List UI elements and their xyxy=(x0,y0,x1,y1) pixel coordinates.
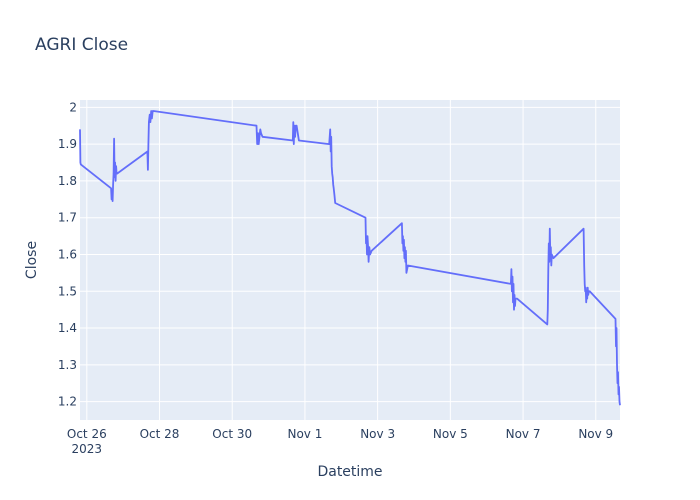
y-tick-label: 1.6 xyxy=(58,247,77,261)
y-tick-label: 1.8 xyxy=(58,174,77,188)
y-tick-label: 1.7 xyxy=(58,211,77,225)
y-tick-label: 1.9 xyxy=(58,137,77,151)
y-tick-label: 1.2 xyxy=(58,395,77,409)
x-axis-title: Datetime xyxy=(317,464,382,480)
y-axis-title: Close xyxy=(24,241,40,279)
y-tick-label: 2 xyxy=(69,100,77,114)
series-line xyxy=(79,110,621,406)
x-tick-label: Nov 9 xyxy=(578,427,613,441)
x-tick-label: Oct 26 xyxy=(67,427,107,441)
x-tick-label: Nov 7 xyxy=(506,427,541,441)
x-tick-label: Nov 1 xyxy=(287,427,322,441)
y-axis-ticks: 1.2 1.3 1.4 1.5 1.6 1.7 1.8 1.9 2 xyxy=(58,100,77,408)
y-tick-label: 1.5 xyxy=(58,284,77,298)
y-tick-label: 1.3 xyxy=(58,358,77,372)
grid-lines xyxy=(80,100,620,420)
x-tick-label: Nov 3 xyxy=(360,427,395,441)
x-tick-label: Nov 5 xyxy=(433,427,468,441)
x-tick-label: Oct 28 xyxy=(140,427,180,441)
chart-title: AGRI Close xyxy=(35,35,128,55)
x-tick-label: Oct 30 xyxy=(212,427,252,441)
x-tick-sublabel: 2023 xyxy=(72,442,103,456)
plot-area xyxy=(80,100,620,420)
y-tick-label: 1.4 xyxy=(58,321,77,335)
